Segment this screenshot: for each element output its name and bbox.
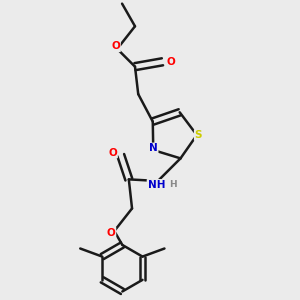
Text: O: O bbox=[107, 228, 116, 238]
Text: O: O bbox=[166, 57, 175, 67]
Text: NH: NH bbox=[148, 180, 165, 190]
Text: H: H bbox=[169, 180, 177, 189]
Text: S: S bbox=[195, 130, 202, 140]
Text: O: O bbox=[111, 41, 120, 51]
Text: O: O bbox=[108, 148, 117, 158]
Text: N: N bbox=[149, 143, 158, 153]
